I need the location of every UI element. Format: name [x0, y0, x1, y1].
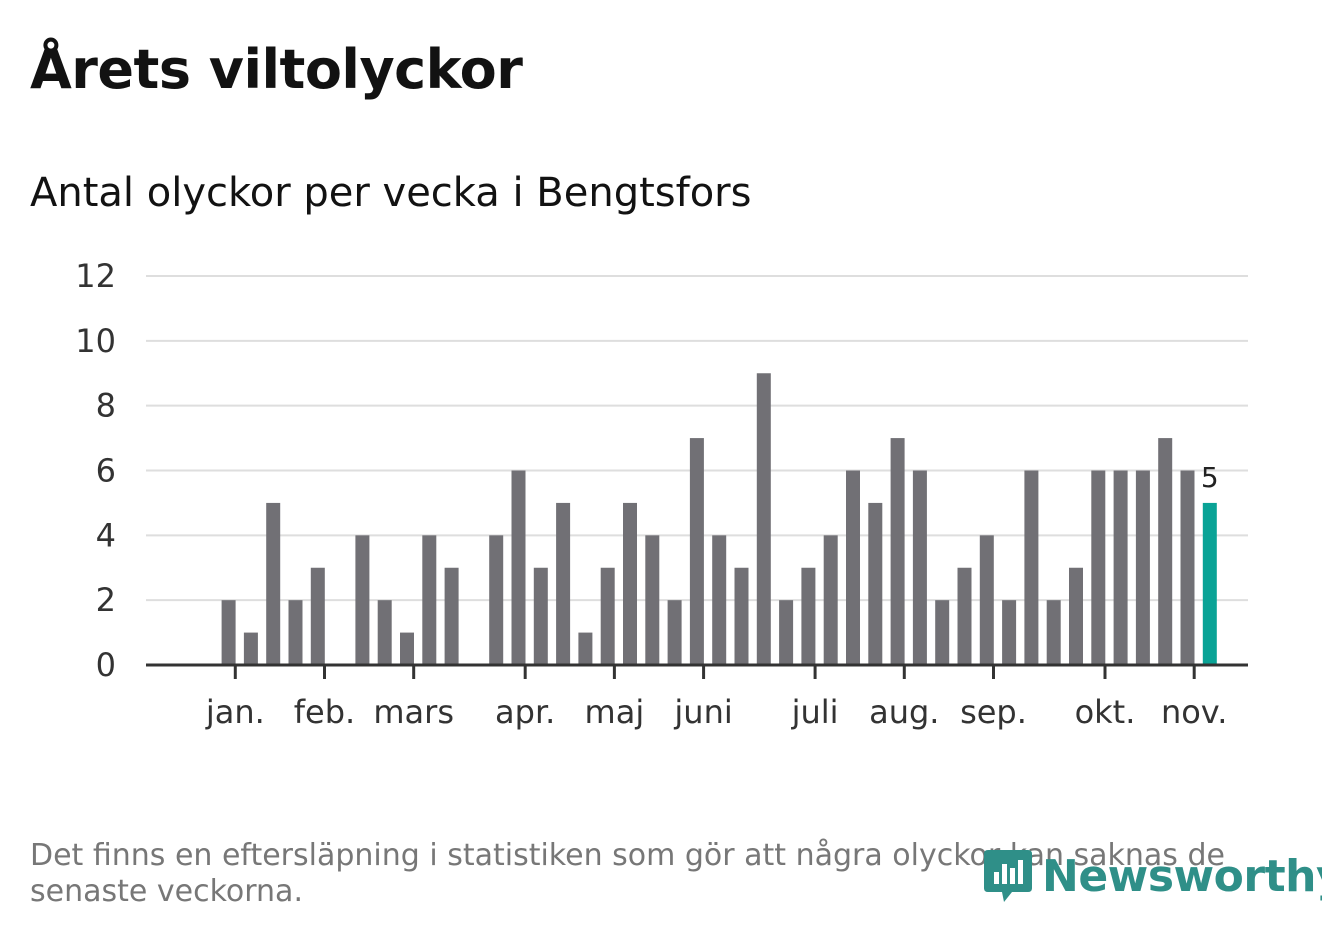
bar — [400, 632, 414, 665]
bar-chart: 0 2 4 6 8 10 12 jan. feb. mars apr. maj juni juli aug… — [75, 257, 1248, 731]
bar — [1069, 567, 1083, 665]
x-tick-label: okt. — [1075, 693, 1136, 731]
x-tick-label: nov. — [1161, 693, 1227, 731]
bar — [1158, 438, 1173, 665]
bar — [1046, 600, 1061, 665]
y-tick-label: 8 — [96, 387, 116, 425]
bar — [957, 567, 972, 665]
bar — [868, 502, 883, 665]
newsworthy-logo-icon — [984, 850, 1032, 902]
bar — [288, 600, 303, 665]
highlight-value-label: 5 — [1201, 461, 1219, 494]
bars — [221, 373, 1217, 665]
y-tick-label: 10 — [75, 322, 116, 360]
x-tick-label: feb. — [294, 693, 355, 731]
x-tick-label: apr. — [495, 693, 555, 731]
bar — [1091, 470, 1106, 665]
x-tick-label: maj — [585, 693, 645, 731]
bar — [1113, 470, 1128, 665]
bar — [623, 502, 637, 665]
bar — [667, 600, 682, 665]
bar — [533, 567, 548, 665]
bar — [846, 470, 860, 665]
y-tick-label: 6 — [96, 452, 116, 490]
bar — [935, 600, 950, 665]
bar — [1202, 502, 1217, 665]
bar — [600, 567, 615, 665]
bar — [578, 632, 593, 665]
data-labels: 5 — [1201, 461, 1219, 494]
bar — [444, 567, 459, 665]
x-tick-label: aug. — [869, 693, 939, 731]
newsworthy-logo-text: Newsworthy — [1042, 850, 1322, 902]
bar — [645, 535, 660, 665]
bar — [734, 567, 749, 665]
y-axis-ticks: 0 2 4 6 8 10 12 — [75, 257, 116, 684]
y-tick-label: 2 — [96, 581, 116, 619]
bar — [489, 535, 504, 665]
bar — [266, 502, 281, 665]
bar — [1135, 470, 1150, 665]
y-tick-label: 12 — [75, 257, 116, 295]
x-tick-label: juni — [673, 693, 732, 731]
bar — [756, 373, 771, 665]
y-tick-label: 4 — [96, 516, 116, 554]
bar — [221, 600, 236, 665]
newsworthy-logo: Newsworthy — [982, 846, 1322, 906]
x-tick-label: jan. — [205, 693, 265, 731]
x-tick-label: juli — [791, 693, 839, 731]
bar — [511, 470, 526, 665]
y-tick-label: 0 — [96, 646, 116, 684]
chart-title: Årets viltolyckor — [30, 38, 523, 101]
bar — [243, 632, 258, 665]
bar — [912, 470, 927, 665]
x-tick-label: sep. — [960, 693, 1027, 731]
bar — [801, 567, 816, 665]
bar — [310, 567, 325, 665]
bar — [823, 535, 838, 665]
bar — [1024, 470, 1039, 665]
bar — [556, 502, 571, 665]
bar — [779, 600, 794, 665]
bar — [890, 438, 905, 665]
bar — [712, 535, 727, 665]
chart-subtitle: Antal olyckor per vecka i Bengtsfors — [30, 170, 752, 216]
bar — [422, 535, 437, 665]
bar — [1180, 470, 1195, 665]
bar — [377, 600, 392, 665]
bar — [979, 535, 994, 665]
bar — [1002, 600, 1017, 665]
bar — [355, 535, 370, 665]
bar — [689, 438, 704, 665]
x-tick-label: mars — [373, 693, 454, 731]
x-axis: jan. feb. mars apr. maj juni juli aug. sep. okt. n… — [146, 663, 1248, 731]
